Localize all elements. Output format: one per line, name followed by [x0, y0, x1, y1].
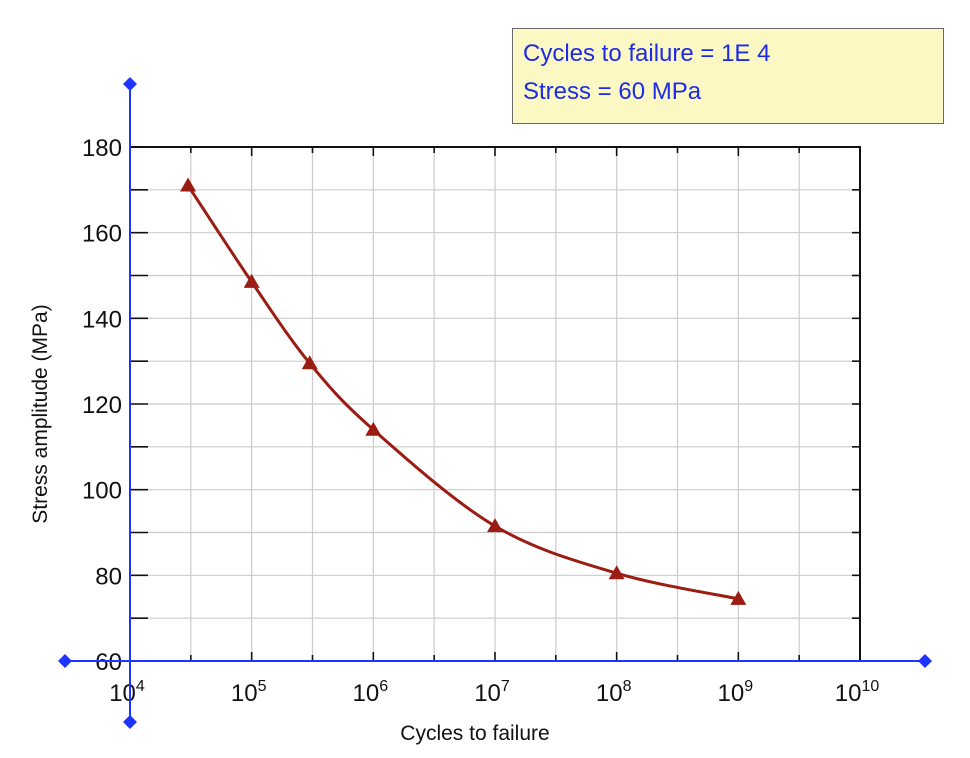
- x-tick-label: 107: [474, 678, 510, 707]
- cursor-handle-bottom-icon: [123, 715, 137, 729]
- series-line: [186, 184, 739, 601]
- cursor-handle-top-icon: [123, 77, 137, 91]
- cursor-handle-left-icon: [58, 654, 72, 668]
- cycles-readout: Cycles to failure = 1E 4: [523, 40, 771, 67]
- y-tick-label: 160: [82, 221, 122, 248]
- data-point-triangle: [301, 355, 318, 370]
- stress-readout: Stress = 60 MPa: [523, 78, 702, 105]
- cursor-readout-box: Cycles to failure = 1E 4 Stress = 60 MPa: [512, 28, 944, 124]
- data-point-triangle: [730, 590, 747, 605]
- y-tick-label: 80: [95, 563, 122, 590]
- data-point-triangle: [608, 565, 625, 580]
- x-axis-title: Cycles to failure: [400, 722, 549, 745]
- x-tick-label: 104: [109, 678, 145, 707]
- y-tick-label: 120: [82, 392, 122, 419]
- x-tick-label: 109: [718, 678, 754, 707]
- y-tick-label: 180: [82, 135, 122, 162]
- data-point-triangle: [243, 273, 260, 288]
- cursor-handle-right-icon: [918, 654, 932, 668]
- x-tick-label: 106: [353, 678, 389, 707]
- data-point-triangle: [180, 177, 197, 192]
- data-point-triangle: [365, 421, 382, 436]
- data-point-triangle: [487, 518, 503, 533]
- y-axis-title: Stress amplitude (MPa): [29, 304, 52, 523]
- x-tick-label: 108: [596, 678, 632, 707]
- y-tick-label: 100: [82, 478, 122, 505]
- x-tick-label: 1010: [835, 678, 880, 707]
- y-tick-label: 60: [95, 649, 122, 676]
- y-tick-label: 140: [82, 306, 122, 333]
- x-tick-label: 105: [231, 678, 267, 707]
